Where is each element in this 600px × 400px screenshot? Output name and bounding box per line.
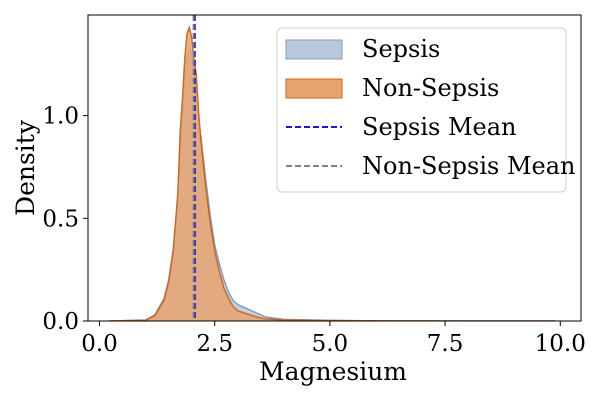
x-tick-label: 0.0 xyxy=(81,331,118,357)
legend-label-sepsis-mean: Sepsis Mean xyxy=(362,113,517,141)
y-axis-label: Density xyxy=(11,119,40,216)
legend-box xyxy=(276,27,567,193)
x-axis-label: Magnesium xyxy=(259,357,407,386)
plot-area xyxy=(108,15,556,321)
area-non-sepsis xyxy=(108,27,556,321)
y-tick-label: 0.5 xyxy=(42,206,79,232)
y-tick-label: 0.0 xyxy=(42,309,79,335)
x-tick-label: 7.5 xyxy=(427,331,464,357)
series-group xyxy=(108,15,556,321)
axes: 0.0 2.5 5.0 7.5 10.0 0.0 0.5 1.0 xyxy=(42,14,586,357)
legend: Sepsis Non-Sepsis Sepsis Mean Non-Sepsis Me… xyxy=(276,27,576,193)
legend-label-sepsis: Sepsis xyxy=(362,35,440,63)
legend-swatch-sepsis xyxy=(285,39,343,60)
y-tick-label: 1.0 xyxy=(42,104,79,130)
line-non-sepsis xyxy=(108,24,556,321)
axes-frame xyxy=(87,14,582,322)
legend-swatch-non-sepsis xyxy=(285,78,343,99)
x-tick-label: 2.5 xyxy=(196,331,233,357)
x-tick-label: 10.0 xyxy=(535,331,586,357)
legend-label-non-sepsis-mean: Non-Sepsis Mean xyxy=(362,152,576,180)
x-tick-label: 5.0 xyxy=(312,331,349,357)
legend-label-non-sepsis: Non-Sepsis xyxy=(362,74,499,102)
